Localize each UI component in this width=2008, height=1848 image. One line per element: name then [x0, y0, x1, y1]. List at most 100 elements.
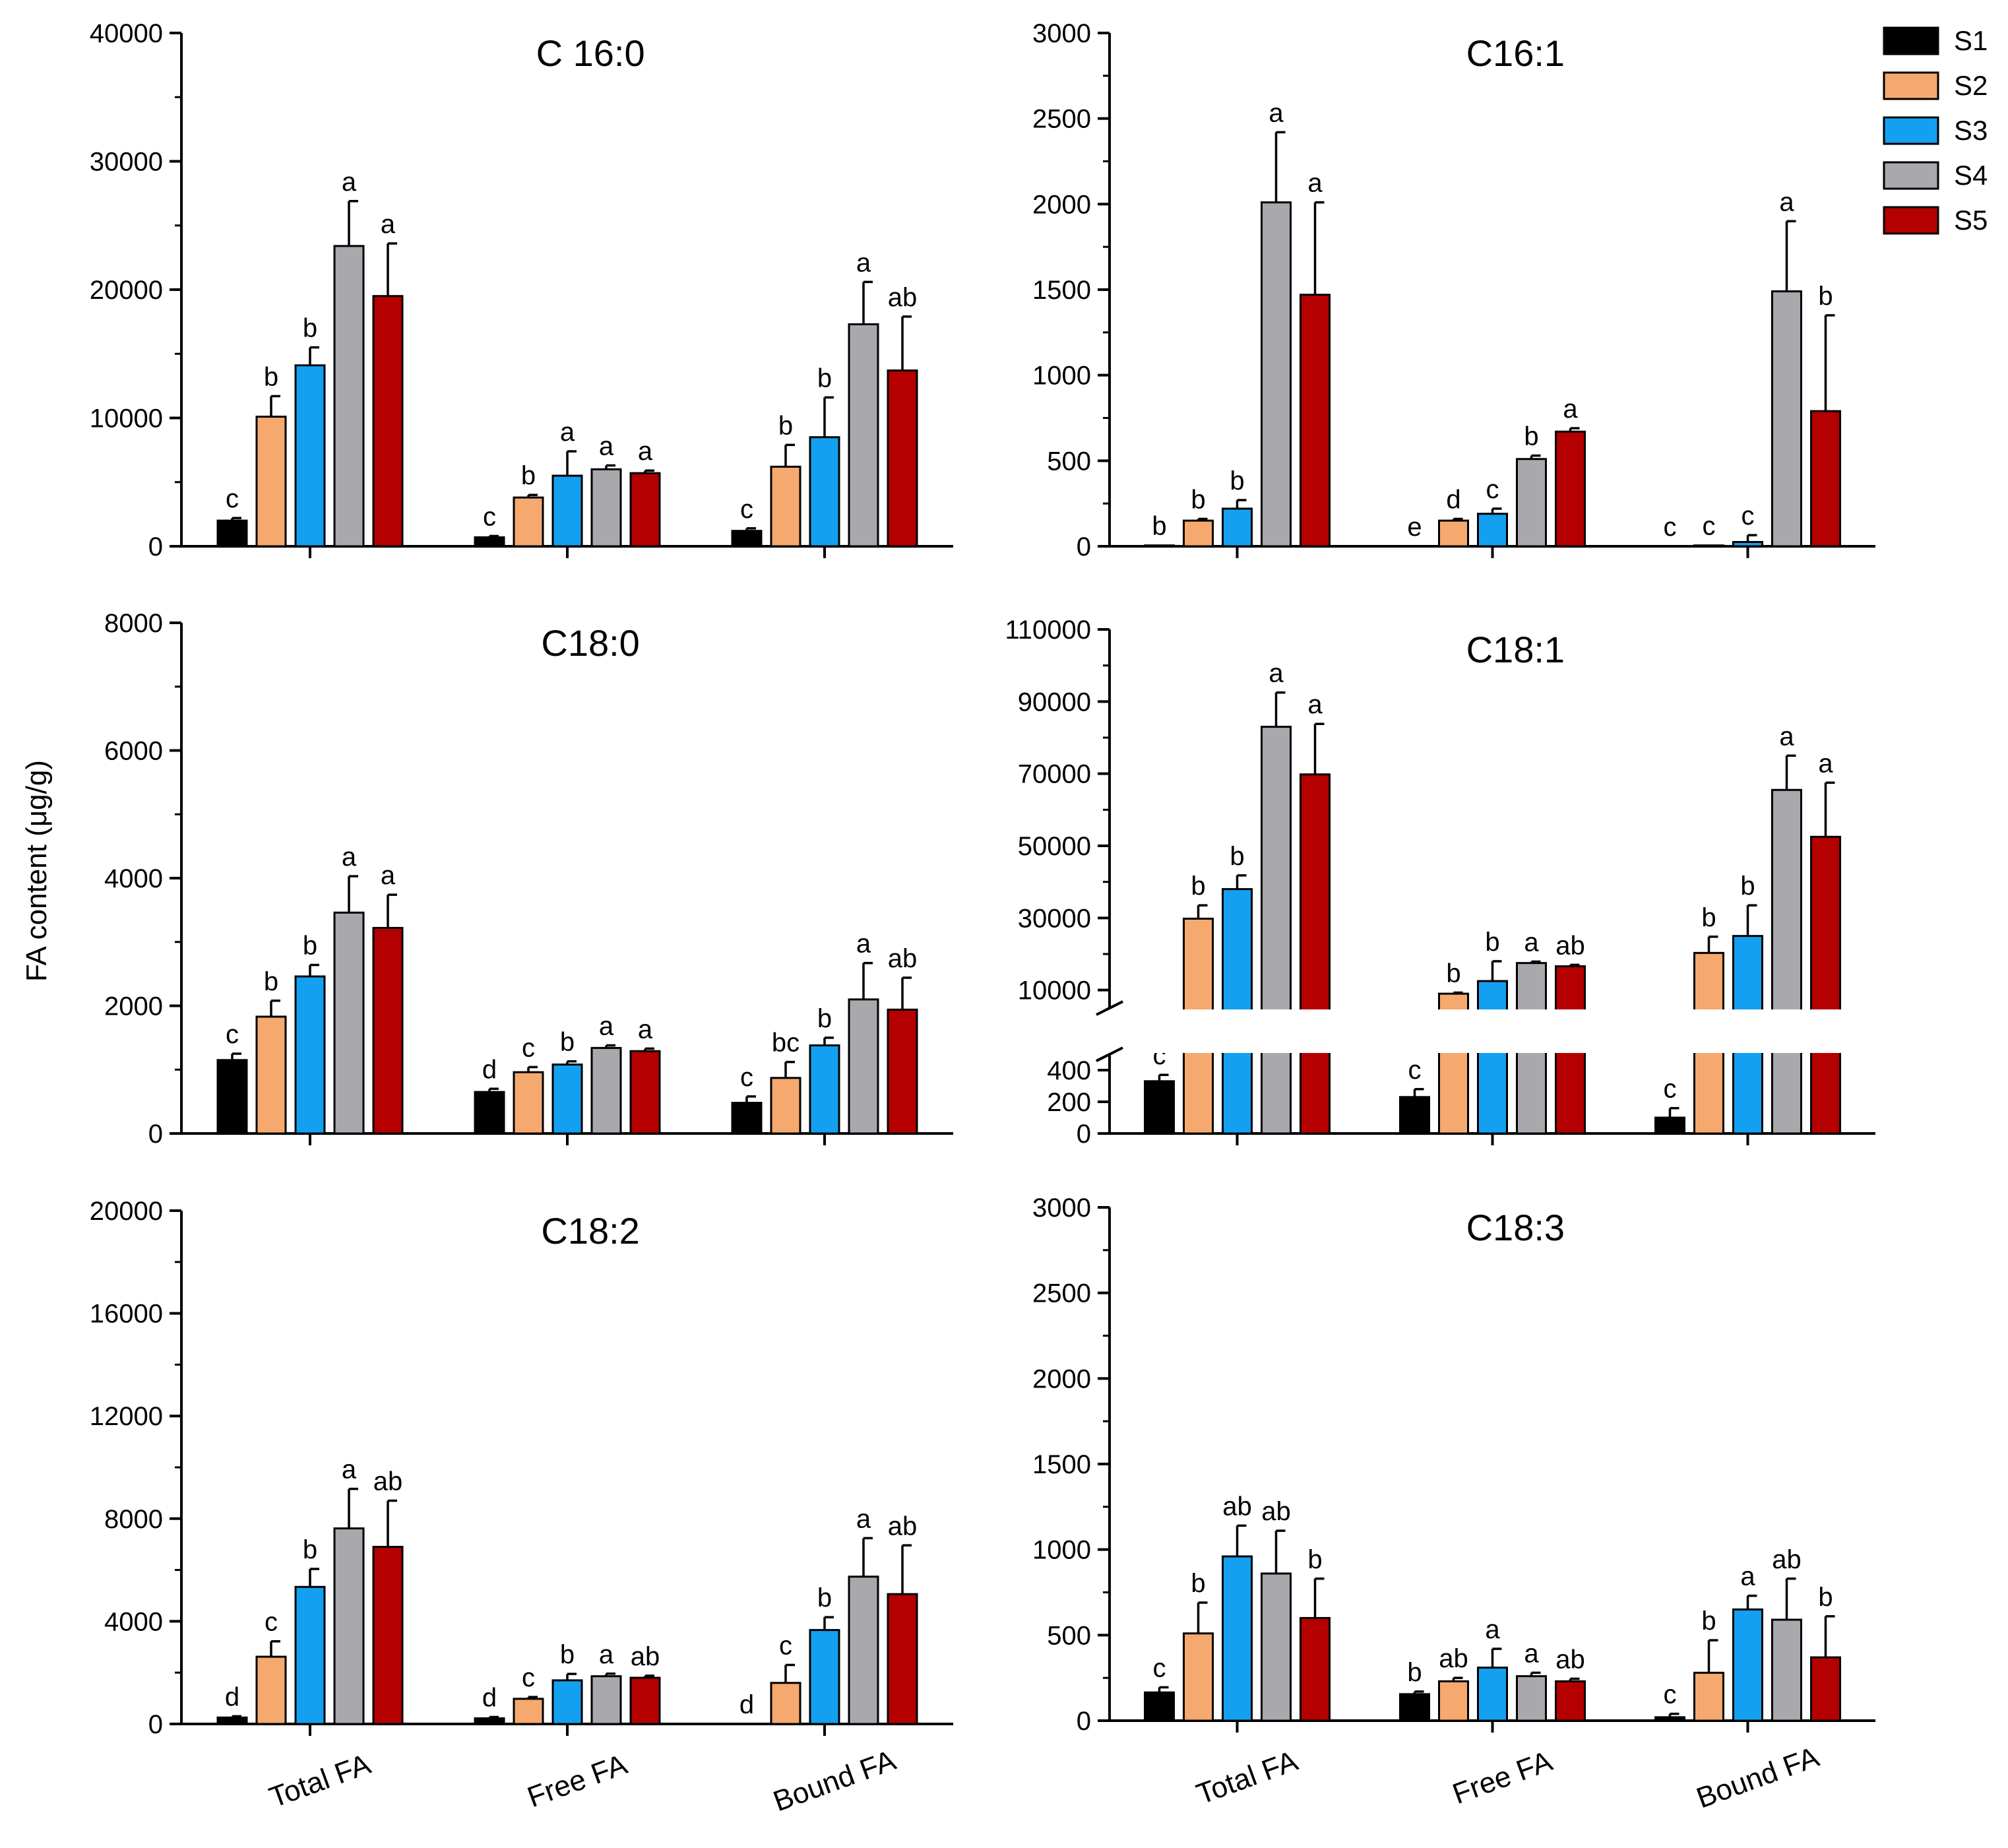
significance-label: b [560, 1640, 575, 1669]
bar-s3 [809, 1044, 840, 1135]
panel-title: C18:2 [541, 1210, 639, 1252]
bar-s4 [333, 1527, 365, 1725]
significance-label: b [1446, 959, 1460, 988]
bar-s1 [216, 519, 248, 548]
significance-label: b [264, 967, 278, 996]
significance-label: a [856, 1504, 871, 1533]
significance-label: b [1818, 282, 1833, 311]
bar-s1 [1399, 1693, 1430, 1722]
significance-label: c [1664, 1075, 1677, 1104]
bar-s1 [1654, 1716, 1685, 1722]
significance-label: d [482, 1055, 497, 1084]
significance-label: c [740, 1063, 753, 1092]
legend-label-s1: S1 [1954, 25, 1988, 56]
bar-s5 [629, 472, 661, 548]
x-category-label: Bound FA [769, 1744, 900, 1818]
y-tick-label: 10000 [90, 404, 163, 433]
significance-label: b [1230, 842, 1244, 871]
y-tick-label: 30000 [90, 148, 163, 177]
significance-label: a [342, 168, 357, 197]
significance-label: d [225, 1682, 239, 1711]
y-tick-label: 8000 [104, 609, 163, 638]
y-tick-label: 10000 [1018, 976, 1091, 1005]
y-tick-label: 90000 [1018, 687, 1091, 717]
bar-s3 [294, 975, 326, 1135]
significance-label: c [522, 1663, 535, 1692]
legend-swatch-s2 [1883, 71, 1939, 100]
significance-label: ab [1555, 931, 1585, 960]
significance-label: b [1191, 1569, 1205, 1598]
y-tick-label: 0 [1077, 1707, 1091, 1736]
significance-label: b [521, 461, 536, 490]
bar-s2 [1438, 1680, 1469, 1722]
legend-label-s5: S5 [1954, 205, 1988, 236]
significance-label: b [303, 1535, 317, 1564]
significance-label: b [817, 364, 832, 393]
bar-s4 [1771, 290, 1802, 548]
significance-label: a [1563, 395, 1578, 424]
bar-s5 [1810, 835, 1841, 1135]
significance-label: b [1701, 903, 1716, 932]
significance-label: b [1407, 1658, 1422, 1687]
significance-label: d [739, 1690, 754, 1719]
y-tick-label: 2000 [104, 992, 163, 1021]
significance-label: c [1664, 513, 1677, 542]
significance-label: a [1740, 1562, 1755, 1591]
bar-s1 [474, 1091, 505, 1135]
bar-s5 [1810, 1656, 1841, 1722]
axis-break-mark-upper [1096, 1000, 1123, 1016]
y-tick-label: 500 [1047, 447, 1091, 476]
significance-label: c [483, 502, 496, 531]
y-tick-label: 2500 [1032, 105, 1091, 134]
significance-label: b [1191, 872, 1205, 901]
bar-s4 [1771, 788, 1802, 1135]
bar-s4 [333, 911, 365, 1135]
y-tick-label: 0 [148, 1120, 163, 1149]
significance-label: bc [772, 1029, 800, 1058]
bar-s3 [1222, 507, 1253, 548]
bar-s3 [1222, 1555, 1253, 1722]
bar-s1 [216, 1716, 248, 1725]
significance-label: b [560, 1028, 575, 1057]
significance-label: ab [888, 944, 918, 973]
significance-label: c [1703, 512, 1716, 541]
bar-s2 [255, 416, 287, 548]
axis-break-gap [1090, 1009, 1882, 1053]
bar-s4 [1261, 1572, 1292, 1722]
bar-s5 [1555, 1680, 1586, 1722]
bar-s4 [1261, 726, 1292, 1135]
significance-label: c [226, 484, 239, 513]
bar-s2 [513, 1698, 544, 1725]
y-tick-label: 400 [1047, 1056, 1091, 1085]
y-tick-label: 0 [148, 532, 163, 561]
significance-label: a [856, 930, 871, 959]
significance-label: a [1524, 928, 1539, 957]
legend-label-s4: S4 [1954, 160, 1988, 191]
y-tick-label: 20000 [90, 1197, 163, 1226]
significance-label: a [599, 1011, 614, 1040]
bar-s2 [255, 1655, 287, 1725]
significance-label: a [1307, 690, 1323, 719]
bar-s2 [770, 1682, 801, 1725]
y-tick-label: 4000 [104, 1607, 163, 1636]
significance-label: ab [1439, 1644, 1468, 1673]
significance-label: c [1664, 1680, 1677, 1709]
bar-s5 [372, 926, 404, 1135]
bar-s5 [372, 1546, 404, 1725]
panel-title: C18:1 [1466, 629, 1565, 670]
legend-swatch-s5 [1883, 206, 1939, 235]
y-tick-label: 4000 [104, 864, 163, 893]
bar-s3 [1477, 1667, 1508, 1722]
bar-s5 [629, 1050, 661, 1135]
significance-label: b [817, 1004, 832, 1033]
y-tick-label: 500 [1047, 1621, 1091, 1650]
panel-title: C18:3 [1466, 1207, 1565, 1248]
bar-s1 [1144, 1080, 1175, 1135]
significance-label: b [303, 314, 317, 343]
significance-label: c [226, 1020, 239, 1049]
significance-label: a [856, 248, 871, 277]
